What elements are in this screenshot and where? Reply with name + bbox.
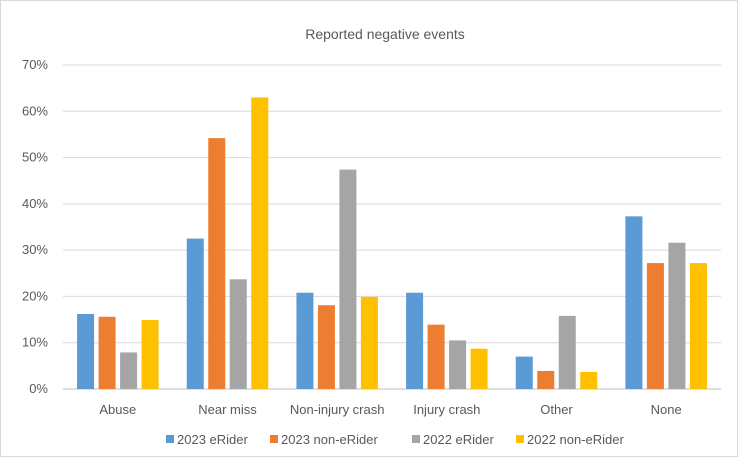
legend-label: 2023 non-eRider	[281, 432, 379, 447]
bar	[668, 242, 686, 389]
x-category-label: None	[651, 402, 682, 417]
legend-swatch	[166, 435, 174, 443]
x-axis-categories: Abuse Near miss Non-injury crash Injury cra…	[99, 402, 681, 417]
legend-swatch	[270, 435, 278, 443]
y-tick-label: 20%	[22, 288, 48, 303]
bar	[470, 348, 488, 389]
bar	[646, 263, 664, 389]
bar	[77, 314, 95, 389]
bar	[580, 371, 598, 389]
y-tick-label: 50%	[22, 150, 48, 165]
y-tick-label: 60%	[22, 103, 48, 118]
x-category-label: Abuse	[99, 402, 136, 417]
bar	[141, 320, 159, 389]
bar	[449, 340, 467, 389]
bar	[537, 370, 555, 389]
legend-label: 2022 eRider	[423, 432, 494, 447]
bar	[558, 315, 576, 389]
gridlines	[63, 64, 721, 390]
bar	[339, 169, 357, 389]
bar	[406, 292, 424, 389]
chart-title: Reported negative events	[305, 26, 465, 42]
x-category-label: Non-injury crash	[290, 402, 385, 417]
x-category-label: Other	[540, 402, 573, 417]
x-category-label: Injury crash	[413, 402, 480, 417]
bar	[317, 305, 335, 389]
bar	[98, 316, 116, 389]
bar	[251, 97, 269, 390]
x-category-label: Near miss	[198, 402, 257, 417]
legend-swatch	[516, 435, 524, 443]
legend-label: 2022 non-eRider	[527, 432, 625, 447]
bar	[208, 138, 226, 389]
bar	[296, 292, 314, 389]
bar	[689, 263, 707, 389]
legend-swatch	[412, 435, 420, 443]
bar	[625, 216, 643, 389]
y-tick-label: 10%	[22, 335, 48, 350]
y-tick-label: 30%	[22, 242, 48, 257]
y-tick-label: 70%	[22, 57, 48, 72]
legend: 2023 eRider 2023 non-eRider 2022 eRider 202…	[166, 432, 625, 447]
bars	[77, 97, 707, 390]
bar	[229, 279, 247, 389]
bar	[120, 352, 138, 389]
bar	[515, 356, 533, 389]
bar	[186, 238, 204, 389]
bar	[427, 324, 445, 389]
y-tick-label: 40%	[22, 196, 48, 211]
y-tick-label: 0%	[29, 381, 48, 396]
legend-label: 2023 eRider	[177, 432, 248, 447]
y-axis-ticks: 0% 10% 20% 30% 40% 50% 60% 70%	[22, 57, 48, 396]
bar	[360, 296, 378, 389]
